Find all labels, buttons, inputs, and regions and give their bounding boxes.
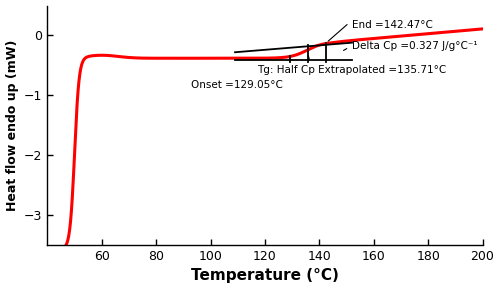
Y-axis label: Heat flow endo up (mW): Heat flow endo up (mW)	[6, 40, 18, 211]
Text: Delta Cp =0.327 J/g°C⁻¹: Delta Cp =0.327 J/g°C⁻¹	[344, 41, 477, 51]
Text: End =142.47°C: End =142.47°C	[328, 20, 433, 41]
X-axis label: Temperature (°C): Temperature (°C)	[191, 268, 339, 284]
Text: Onset =129.05°C: Onset =129.05°C	[192, 80, 284, 90]
Text: Tg: Half Cp Extrapolated =135.71°C: Tg: Half Cp Extrapolated =135.71°C	[257, 56, 446, 75]
